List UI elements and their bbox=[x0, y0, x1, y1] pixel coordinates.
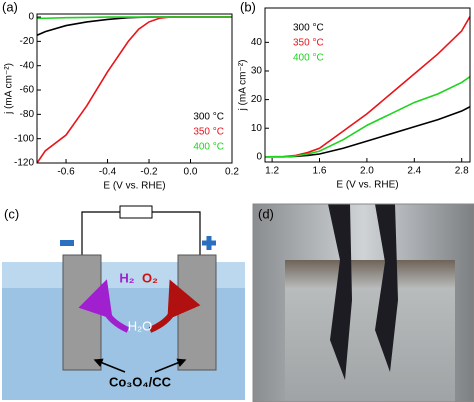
legend-entry: 350 °C bbox=[293, 38, 324, 49]
o2-label: O₂ bbox=[142, 270, 158, 285]
x-tick-label: 2.8 bbox=[455, 166, 469, 177]
electrode-label: Co₃O₄/CC bbox=[109, 374, 172, 389]
series-line bbox=[37, 16, 232, 20]
y-tick-label: 10 bbox=[251, 123, 263, 134]
diagram: H₂ O₂ H₂O Co₃O₄/CC (c) bbox=[2, 205, 245, 400]
chart: 1.2 1.6 2.0 2.4 2.8 0 10 20 30 40 300 °C 350 °C 400 … bbox=[238, 0, 471, 191]
panel-label: (a) bbox=[2, 0, 18, 14]
photo-liquid bbox=[285, 260, 455, 402]
y-tick-label: -120 bbox=[14, 158, 34, 169]
x-tick-label: 1.6 bbox=[313, 166, 327, 177]
h2-arrow bbox=[78, 279, 130, 333]
legend-entry: 300 °C bbox=[193, 112, 224, 123]
x-tick-label: -0.6 bbox=[57, 167, 75, 178]
plus-sign bbox=[202, 236, 216, 250]
plot-frame bbox=[264, 7, 471, 163]
cathode bbox=[62, 254, 102, 371]
plot-frame bbox=[36, 13, 233, 164]
x-tick-label: 0.2 bbox=[225, 167, 239, 178]
pointer-right bbox=[154, 358, 187, 373]
x-tick-label: 2.0 bbox=[360, 166, 374, 177]
legend-entry: 400 °C bbox=[193, 142, 224, 153]
pointer-left bbox=[93, 358, 126, 373]
o2-arrow bbox=[148, 279, 201, 333]
h2o-label: H₂O bbox=[128, 318, 153, 333]
h2-label: H₂ bbox=[119, 270, 134, 285]
y-tick-label: 40 bbox=[251, 37, 263, 48]
x-tick-label: 2.4 bbox=[407, 166, 421, 177]
photo-frame bbox=[252, 203, 474, 402]
y-tick-label: -60 bbox=[20, 85, 35, 96]
photo: (d) bbox=[252, 203, 474, 402]
panel-label: (b) bbox=[240, 0, 256, 14]
x-axis-label: E (V vs. RHE) bbox=[336, 180, 398, 191]
y-tick-label: -80 bbox=[20, 109, 35, 120]
x-tick-label: -0.2 bbox=[140, 167, 158, 178]
minus-sign bbox=[60, 240, 74, 246]
y-axis-label: j (mA cm⁻²) bbox=[4, 63, 15, 115]
anode bbox=[177, 254, 217, 371]
legend-entry: 400 °C bbox=[293, 53, 324, 64]
y-tick-label: 0 bbox=[28, 12, 34, 23]
y-tick-label: -40 bbox=[20, 60, 35, 71]
y-tick-label: 20 bbox=[251, 94, 263, 105]
legend-entry: 300 °C bbox=[293, 23, 324, 34]
photo-electrode bbox=[375, 204, 398, 372]
y-tick-label: -100 bbox=[14, 133, 34, 144]
panel-label: (c) bbox=[4, 206, 19, 221]
photo-electrode bbox=[328, 204, 352, 380]
y-tick-label: -20 bbox=[20, 36, 35, 47]
y-axis-label: j (mA cm⁻²) bbox=[238, 60, 249, 112]
power-source bbox=[119, 205, 153, 219]
series-line bbox=[36, 16, 232, 37]
panel-label: (d) bbox=[258, 206, 274, 221]
series-line bbox=[265, 76, 471, 158]
y-tick-label: 30 bbox=[251, 66, 263, 77]
x-axis-label: E (V vs. RHE) bbox=[103, 181, 165, 192]
chart: -0.6 -0.4 -0.2 0.0 0.2 -120 -100 -80 -60 -40 -20 0 3… bbox=[2, 0, 239, 192]
x-tick-label: -0.4 bbox=[99, 167, 117, 178]
legend-entry: 350 °C bbox=[193, 127, 224, 138]
x-tick-label: 1.2 bbox=[265, 166, 279, 177]
y-tick-label: 0 bbox=[256, 151, 262, 162]
x-tick-label: 0.0 bbox=[184, 167, 198, 178]
